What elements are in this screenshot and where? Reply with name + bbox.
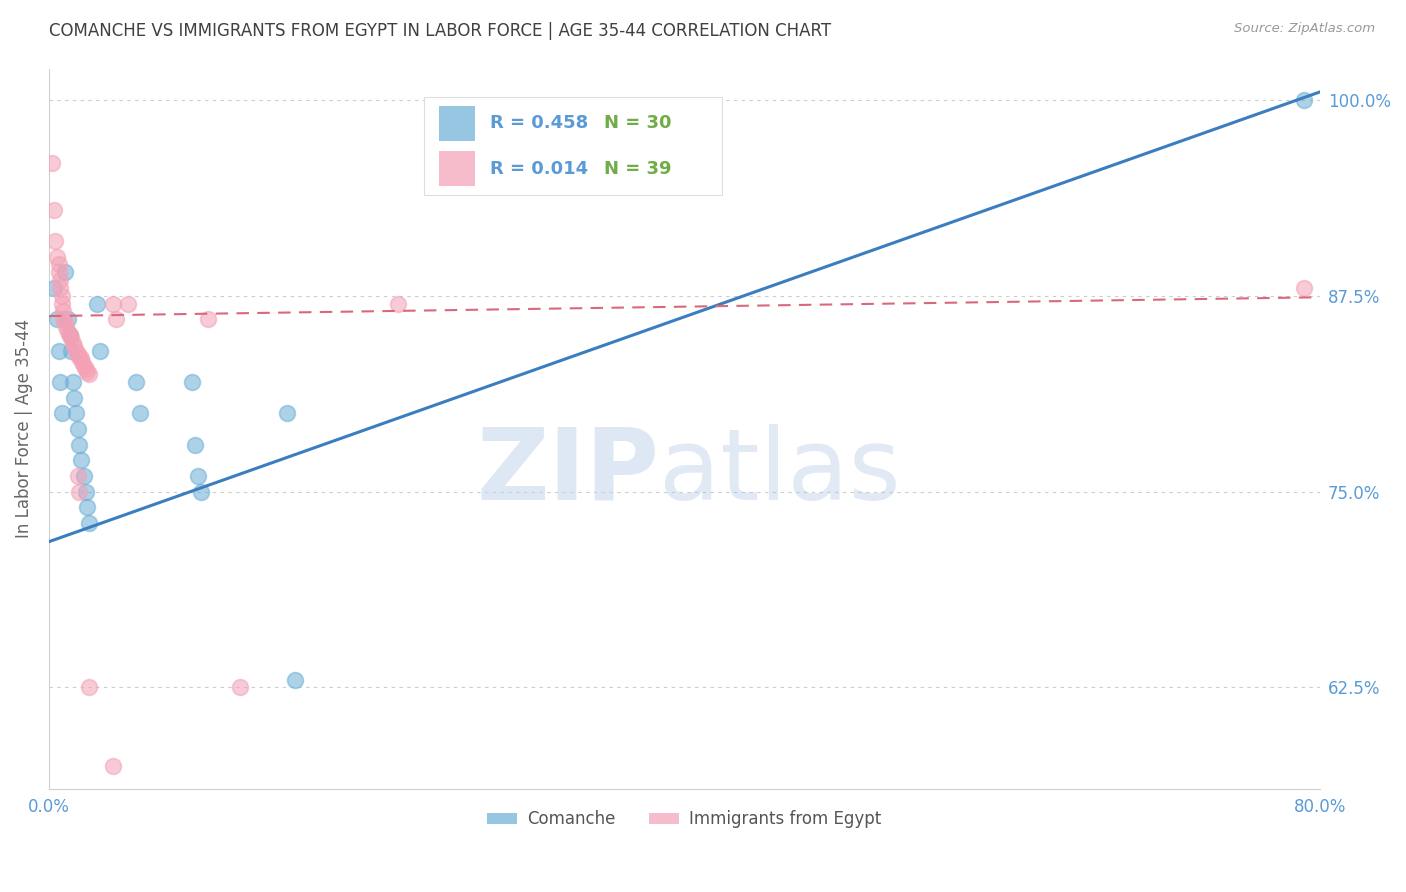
Point: [51, 296, 73, 310]
Point: [53, 265, 76, 279]
Point: [187, 468, 209, 483]
Text: COMANCHE VS IMMIGRANTS FROM EGYPT IN LABOR FORCE | AGE 35-44 CORRELATION CHART: COMANCHE VS IMMIGRANTS FROM EGYPT IN LAB…: [49, 22, 831, 40]
Point: [284, 673, 307, 687]
Text: Source: ZipAtlas.com: Source: ZipAtlas.com: [1234, 22, 1375, 36]
Point: [52, 304, 75, 318]
Point: [41, 155, 63, 169]
Point: [53, 315, 76, 329]
Point: [52, 312, 75, 326]
Text: ZIP: ZIP: [477, 424, 659, 521]
Point: [73, 468, 96, 483]
Point: [69, 453, 91, 467]
Point: [73, 359, 96, 374]
Point: [67, 350, 90, 364]
Legend: Comanche, Immigrants from Egypt: Comanche, Immigrants from Egypt: [481, 804, 889, 835]
Point: [49, 273, 72, 287]
Point: [76, 366, 98, 380]
Point: [190, 484, 212, 499]
Point: [65, 406, 87, 420]
Point: [128, 406, 150, 420]
Point: [86, 296, 108, 310]
Point: [62, 375, 84, 389]
Point: [77, 516, 100, 530]
Point: [66, 468, 89, 483]
Point: [125, 375, 148, 389]
Point: [48, 343, 70, 358]
Point: [75, 484, 97, 499]
Point: [228, 681, 250, 695]
Text: R = 0.014: R = 0.014: [489, 160, 588, 178]
Point: [44, 234, 66, 248]
Text: atlas: atlas: [659, 424, 900, 521]
Bar: [439, 106, 475, 141]
Point: [63, 339, 86, 353]
Point: [77, 681, 100, 695]
Point: [276, 406, 298, 420]
Point: [62, 335, 84, 350]
Point: [55, 320, 77, 334]
Point: [72, 354, 94, 368]
Point: [45, 312, 67, 326]
Point: [387, 296, 409, 310]
Point: [197, 312, 219, 326]
Point: [51, 406, 73, 420]
Point: [45, 250, 67, 264]
Point: [69, 351, 91, 366]
Point: [66, 346, 89, 360]
Point: [56, 325, 79, 339]
Point: [76, 500, 98, 515]
Text: N = 39: N = 39: [605, 160, 672, 178]
Point: [63, 391, 86, 405]
Point: [51, 288, 73, 302]
Point: [49, 375, 72, 389]
Point: [184, 437, 207, 451]
Point: [101, 296, 124, 310]
Point: [67, 437, 90, 451]
Point: [60, 343, 83, 358]
Point: [117, 296, 139, 310]
Point: [48, 257, 70, 271]
Y-axis label: In Labor Force | Age 35-44: In Labor Force | Age 35-44: [15, 319, 32, 539]
Point: [75, 362, 97, 376]
Point: [59, 327, 82, 342]
Point: [89, 343, 111, 358]
Point: [59, 327, 82, 342]
Point: [42, 281, 65, 295]
Point: [48, 265, 70, 279]
Point: [67, 484, 90, 499]
Text: R = 0.458: R = 0.458: [489, 114, 588, 132]
Point: [181, 375, 204, 389]
Point: [56, 312, 79, 326]
Bar: [439, 152, 475, 186]
Point: [1292, 281, 1315, 295]
Point: [60, 331, 83, 345]
Text: N = 30: N = 30: [605, 114, 672, 132]
Point: [49, 281, 72, 295]
Point: [42, 202, 65, 217]
Point: [66, 422, 89, 436]
Point: [77, 367, 100, 381]
Point: [101, 758, 124, 772]
FancyBboxPatch shape: [423, 97, 723, 194]
Point: [104, 312, 127, 326]
Point: [1292, 93, 1315, 107]
Point: [65, 343, 87, 358]
